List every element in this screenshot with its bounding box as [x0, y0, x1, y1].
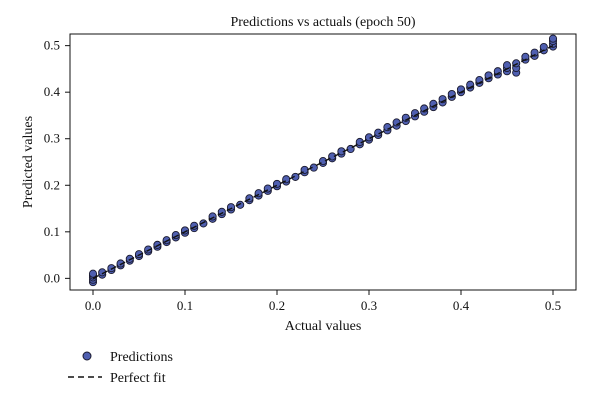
prediction-point — [548, 34, 558, 43]
prediction-point — [144, 245, 153, 254]
prediction-point — [134, 250, 144, 259]
prediction-point — [309, 163, 318, 172]
legend-label-predictions: Predictions — [110, 350, 173, 365]
prediction-point — [291, 172, 300, 181]
predictions-points — [88, 34, 558, 287]
plot-frame — [69, 33, 577, 291]
y-tick-label: 0.5 — [44, 38, 60, 53]
legend: Predictions Perfect fit — [68, 350, 173, 386]
legend-label-perfect-fit: Perfect fit — [110, 371, 166, 386]
prediction-point — [125, 254, 134, 263]
y-axis-label: Predicted values — [21, 116, 36, 208]
x-tick-label: 0.4 — [453, 298, 470, 313]
x-tick-label: 0.5 — [545, 298, 561, 313]
perfect-fit-line — [92, 45, 554, 279]
prediction-point — [88, 269, 98, 278]
perfect-fit-layer — [92, 45, 554, 279]
x-axis-label: Actual values — [285, 319, 362, 334]
y-axis: 0.0 0.1 0.2 0.3 0.4 0.5 — [44, 38, 70, 285]
prediction-point — [107, 264, 116, 273]
prediction-point — [521, 52, 530, 61]
chart-title: Predictions vs actuals (epoch 50) — [230, 15, 415, 30]
y-tick-label: 0.1 — [44, 224, 60, 239]
x-tick-label: 0.0 — [85, 298, 101, 313]
x-tick-label: 0.2 — [269, 298, 285, 313]
x-axis: 0.0 0.1 0.2 0.3 0.4 0.5 — [85, 290, 561, 313]
x-tick-label: 0.1 — [177, 298, 193, 313]
legend-marker-predictions — [82, 351, 92, 361]
prediction-point — [383, 123, 392, 132]
y-tick-label: 0.0 — [44, 270, 60, 285]
prediction-point — [328, 152, 337, 161]
y-tick-label: 0.2 — [44, 177, 60, 192]
y-tick-label: 0.4 — [44, 84, 61, 99]
prediction-point — [530, 48, 539, 57]
y-tick-label: 0.3 — [44, 131, 60, 146]
x-tick-label: 0.3 — [361, 298, 377, 313]
prediction-point — [236, 200, 245, 209]
prediction-point — [502, 61, 512, 70]
prediction-point — [116, 259, 125, 268]
